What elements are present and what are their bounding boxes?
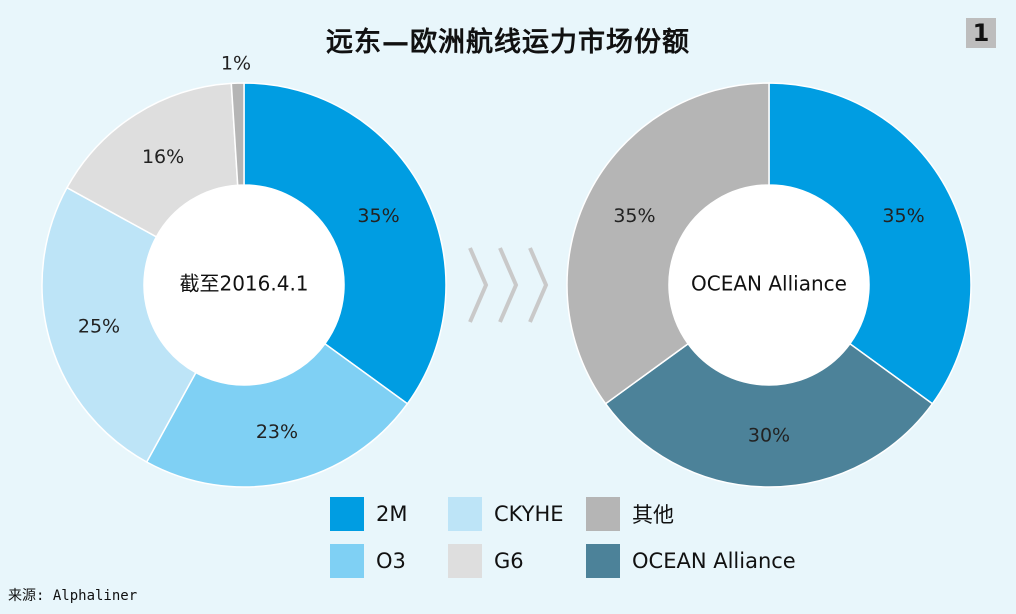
legend-item-ckyhe: CKYHE <box>448 497 564 531</box>
legend-label: G6 <box>494 549 524 573</box>
legend-label: OCEAN Alliance <box>632 549 796 573</box>
legend-item-o3: O3 <box>330 544 406 578</box>
slice-label-o3: 23% <box>256 421 298 443</box>
legend-item-other: 其他 <box>586 497 674 531</box>
donut-chart-right: 35% 30% 35% OCEAN Alliance <box>566 82 972 488</box>
donut-center-label: OCEAN Alliance <box>691 272 847 296</box>
slice-label-ocean-alliance: 30% <box>748 425 790 447</box>
legend-item-ocean-alliance: OCEAN Alliance <box>586 544 796 578</box>
donut-hole <box>144 185 344 385</box>
legend-swatch <box>448 497 482 531</box>
legend-item-2m: 2M <box>330 497 407 531</box>
source-note: 来源: Alphaliner <box>8 588 138 604</box>
slice-label-2m: 35% <box>357 205 399 227</box>
slice-label-other: 1% <box>221 53 251 75</box>
slice-label-2m: 35% <box>882 205 924 227</box>
donut-center-label: 截至2016.4.1 <box>179 272 308 296</box>
legend-swatch <box>586 497 620 531</box>
legend-label: O3 <box>376 549 406 573</box>
legend-item-g6: G6 <box>448 544 524 578</box>
chevron-right-icon <box>468 247 489 323</box>
slice-label-ckyhe: 25% <box>78 316 120 338</box>
legend: 2M CKYHE 其他 O3 G6 OCEAN Alliance <box>330 493 850 588</box>
donut-chart-left: 35% 23% 25% 16% 1% 截至2016.4.1 <box>41 53 447 488</box>
legend-label: CKYHE <box>494 502 564 526</box>
chevron-right-icon <box>528 247 549 323</box>
legend-swatch <box>330 497 364 531</box>
page-number-badge: 1 <box>966 18 996 48</box>
legend-label: 2M <box>376 502 408 526</box>
slice-label-other: 35% <box>613 205 655 227</box>
transition-arrows <box>468 247 549 323</box>
legend-swatch <box>448 544 482 578</box>
legend-swatch <box>586 544 620 578</box>
chart-title: 远东—欧洲航线运力市场份额 <box>326 27 690 58</box>
donut-hole <box>669 185 869 385</box>
chevron-right-icon <box>498 247 519 323</box>
legend-swatch <box>330 544 364 578</box>
slice-label-g6: 16% <box>142 146 184 168</box>
legend-label: 其他 <box>632 503 674 527</box>
